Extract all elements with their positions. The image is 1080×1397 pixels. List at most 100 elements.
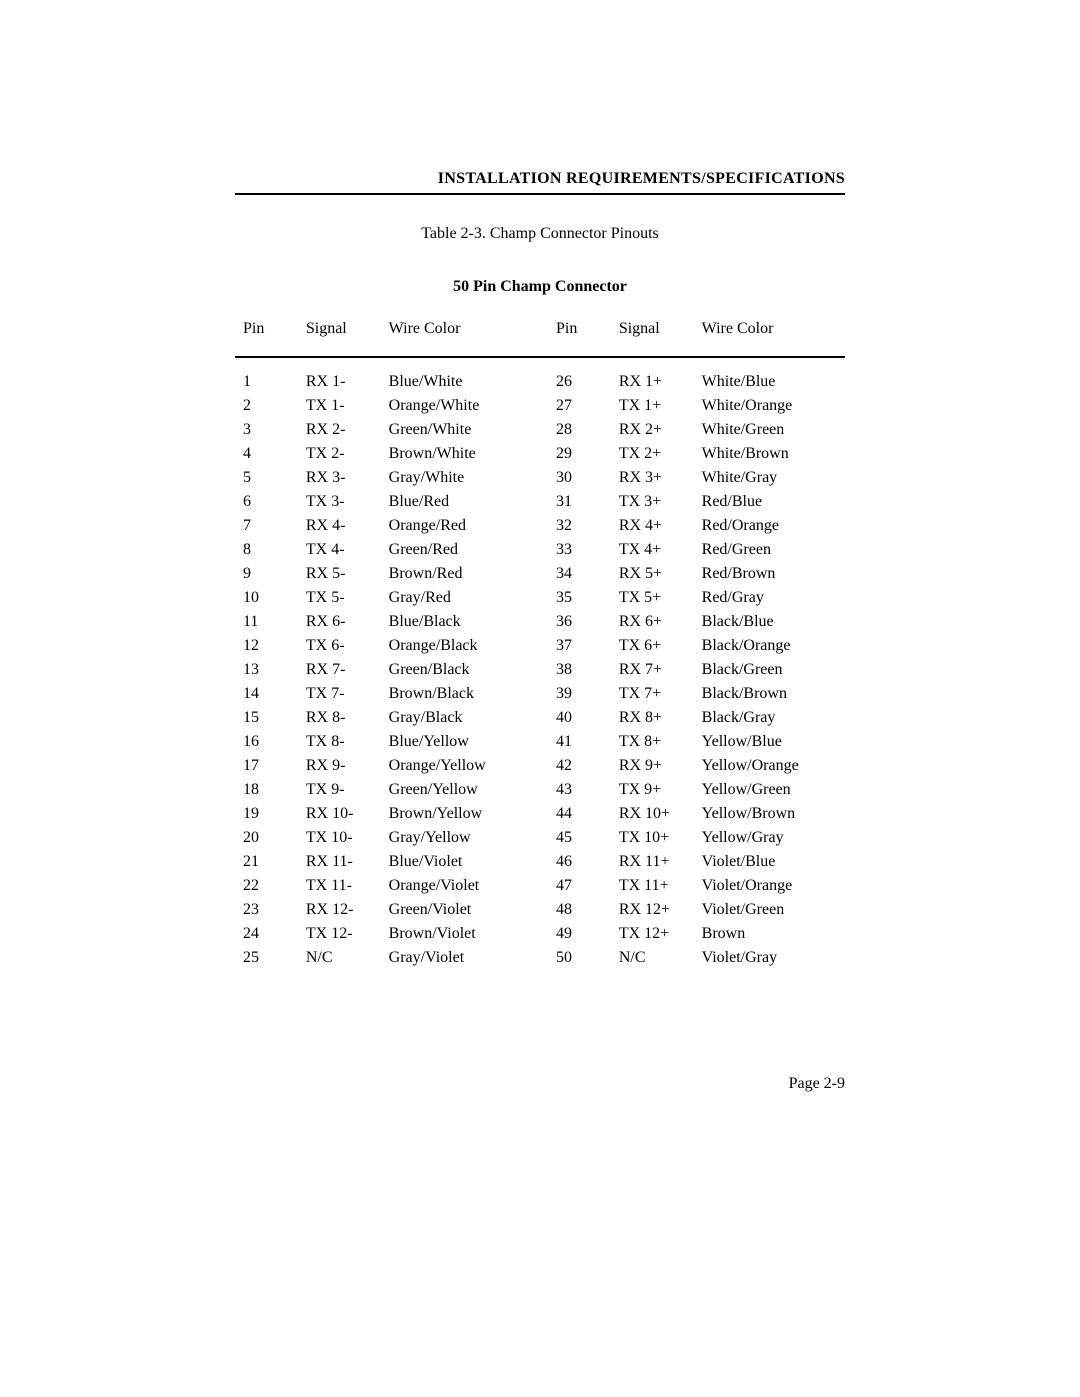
cell-pin-left: 23 xyxy=(235,898,298,922)
cell-color-left: Orange/Red xyxy=(381,514,532,538)
cell-pin-left: 21 xyxy=(235,850,298,874)
table-row: 21RX 11-Blue/Violet46RX 11+Violet/Blue xyxy=(235,850,845,874)
cell-gap xyxy=(532,514,548,538)
cell-gap xyxy=(532,538,548,562)
cell-pin-left: 15 xyxy=(235,706,298,730)
cell-signal-right: TX 7+ xyxy=(611,682,694,706)
cell-color-left: Orange/Black xyxy=(381,634,532,658)
cell-signal-left: N/C xyxy=(298,946,381,970)
cell-pin-left: 8 xyxy=(235,538,298,562)
cell-gap xyxy=(532,418,548,442)
cell-color-left: Green/White xyxy=(381,418,532,442)
cell-color-right: Yellow/Orange xyxy=(694,754,845,778)
cell-signal-right: TX 9+ xyxy=(611,778,694,802)
cell-color-right: Violet/Blue xyxy=(694,850,845,874)
cell-pin-right: 33 xyxy=(548,538,611,562)
cell-pin-left: 4 xyxy=(235,442,298,466)
table-row: 15RX 8-Gray/Black40RX 8+Black/Gray xyxy=(235,706,845,730)
cell-pin-right: 49 xyxy=(548,922,611,946)
cell-pin-left: 25 xyxy=(235,946,298,970)
cell-pin-left: 6 xyxy=(235,490,298,514)
cell-signal-right: TX 1+ xyxy=(611,394,694,418)
cell-color-left: Blue/Violet xyxy=(381,850,532,874)
cell-signal-left: RX 11- xyxy=(298,850,381,874)
cell-signal-right: TX 6+ xyxy=(611,634,694,658)
table-row: 2TX 1-Orange/White27TX 1+White/Orange xyxy=(235,394,845,418)
table-row: 3RX 2-Green/White28RX 2+White/Green xyxy=(235,418,845,442)
cell-signal-left: RX 3- xyxy=(298,466,381,490)
cell-pin-left: 17 xyxy=(235,754,298,778)
table-row: 18TX 9-Green/Yellow43TX 9+Yellow/Green xyxy=(235,778,845,802)
table-row: 9RX 5-Brown/Red34RX 5+Red/Brown xyxy=(235,562,845,586)
cell-color-left: Green/Violet xyxy=(381,898,532,922)
page-footer: Page 2-9 xyxy=(235,1075,845,1093)
cell-pin-left: 3 xyxy=(235,418,298,442)
cell-signal-right: RX 5+ xyxy=(611,562,694,586)
cell-gap xyxy=(532,394,548,418)
table-row: 5RX 3-Gray/White30RX 3+White/Gray xyxy=(235,466,845,490)
table-row: 6TX 3-Blue/Red31TX 3+Red/Blue xyxy=(235,490,845,514)
cell-pin-right: 46 xyxy=(548,850,611,874)
table-row: 24TX 12-Brown/Violet49TX 12+Brown xyxy=(235,922,845,946)
section-header: INSTALLATION REQUIREMENTS/SPECIFICATIONS xyxy=(235,170,845,195)
cell-pin-right: 50 xyxy=(548,946,611,970)
col-header-pin-right: Pin xyxy=(548,316,611,357)
cell-signal-left: TX 9- xyxy=(298,778,381,802)
cell-gap xyxy=(532,898,548,922)
cell-signal-right: TX 5+ xyxy=(611,586,694,610)
cell-signal-left: TX 5- xyxy=(298,586,381,610)
cell-signal-left: TX 1- xyxy=(298,394,381,418)
col-header-pin-left: Pin xyxy=(235,316,298,357)
cell-signal-right: RX 1+ xyxy=(611,370,694,394)
cell-gap xyxy=(532,730,548,754)
cell-color-right: Red/Blue xyxy=(694,490,845,514)
cell-gap xyxy=(532,850,548,874)
cell-color-left: Blue/White xyxy=(381,370,532,394)
cell-color-right: Violet/Green xyxy=(694,898,845,922)
cell-color-right: Black/Gray xyxy=(694,706,845,730)
cell-pin-left: 5 xyxy=(235,466,298,490)
cell-color-left: Orange/White xyxy=(381,394,532,418)
cell-color-left: Gray/Yellow xyxy=(381,826,532,850)
cell-pin-right: 38 xyxy=(548,658,611,682)
cell-pin-right: 29 xyxy=(548,442,611,466)
cell-signal-right: N/C xyxy=(611,946,694,970)
cell-pin-right: 35 xyxy=(548,586,611,610)
cell-pin-right: 39 xyxy=(548,682,611,706)
cell-signal-left: RX 4- xyxy=(298,514,381,538)
cell-signal-right: RX 12+ xyxy=(611,898,694,922)
cell-pin-right: 26 xyxy=(548,370,611,394)
cell-gap xyxy=(532,466,548,490)
cell-color-left: Gray/White xyxy=(381,466,532,490)
cell-color-right: Black/Brown xyxy=(694,682,845,706)
cell-pin-right: 37 xyxy=(548,634,611,658)
cell-signal-left: TX 4- xyxy=(298,538,381,562)
table-header-row: Pin Signal Wire Color Pin Signal Wire Co… xyxy=(235,316,845,357)
cell-pin-right: 40 xyxy=(548,706,611,730)
cell-color-right: Red/Gray xyxy=(694,586,845,610)
cell-color-left: Brown/Violet xyxy=(381,922,532,946)
cell-color-right: Red/Brown xyxy=(694,562,845,586)
cell-pin-left: 20 xyxy=(235,826,298,850)
cell-gap xyxy=(532,754,548,778)
cell-signal-left: RX 2- xyxy=(298,418,381,442)
cell-pin-left: 14 xyxy=(235,682,298,706)
table-row: 7RX 4-Orange/Red32RX 4+Red/Orange xyxy=(235,514,845,538)
cell-pin-left: 16 xyxy=(235,730,298,754)
cell-signal-left: TX 6- xyxy=(298,634,381,658)
table-row: 16TX 8-Blue/Yellow41TX 8+Yellow/Blue xyxy=(235,730,845,754)
cell-signal-right: TX 11+ xyxy=(611,874,694,898)
cell-signal-right: RX 10+ xyxy=(611,802,694,826)
col-header-color-right: Wire Color xyxy=(694,316,845,357)
cell-signal-right: TX 2+ xyxy=(611,442,694,466)
cell-signal-left: RX 12- xyxy=(298,898,381,922)
cell-signal-right: TX 10+ xyxy=(611,826,694,850)
table-container: Pin Signal Wire Color Pin Signal Wire Co… xyxy=(235,316,845,970)
cell-gap xyxy=(532,874,548,898)
cell-color-right: White/Gray xyxy=(694,466,845,490)
cell-pin-left: 18 xyxy=(235,778,298,802)
cell-gap xyxy=(532,562,548,586)
pinout-table: Pin Signal Wire Color Pin Signal Wire Co… xyxy=(235,316,845,970)
table-row: 10TX 5-Gray/Red35TX 5+Red/Gray xyxy=(235,586,845,610)
cell-pin-right: 32 xyxy=(548,514,611,538)
